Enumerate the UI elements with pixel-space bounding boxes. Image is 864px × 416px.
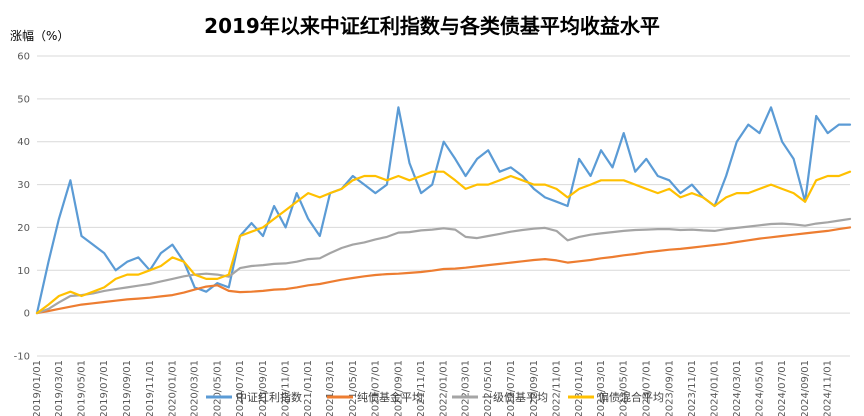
- y-tick-label: 60: [17, 52, 30, 63]
- y-tick-label: -10: [14, 352, 30, 363]
- series-line: [35, 170, 852, 315]
- x-tick-label: 2024/01/01: [710, 360, 721, 416]
- x-tick-label: 2019/01/01: [32, 360, 43, 416]
- x-tick-label: 2020/05/01: [212, 360, 223, 416]
- x-tick-label: 2021/03/01: [325, 360, 336, 416]
- x-tick-label: 2022/11/01: [551, 360, 562, 416]
- legend-label: 一级债基平均: [482, 390, 548, 404]
- x-tick-label: 2022/09/01: [529, 360, 540, 416]
- x-tick-label: 2019/09/01: [122, 360, 133, 416]
- legend-label: 纯债基金平均: [357, 390, 423, 404]
- y-tick-label: 50: [17, 94, 30, 105]
- x-tick-label: 2020/11/01: [281, 360, 292, 416]
- x-tick-label: 2024/03/01: [732, 360, 743, 416]
- chart-title: 2019年以来中证红利指数与各类债基平均收益水平: [204, 14, 660, 38]
- legend-label: 偏债混合平均: [598, 390, 664, 404]
- y-tick-label: 30: [17, 180, 30, 191]
- x-tick-label: 2019/11/01: [145, 360, 156, 416]
- series-line: [35, 226, 852, 315]
- x-tick-label: 2024/05/01: [754, 360, 765, 416]
- y-tick-label: 0: [24, 309, 30, 320]
- x-tick-label: 2019/03/01: [54, 360, 65, 416]
- x-tick-label: 2024/07/01: [777, 360, 788, 416]
- y-tick-label: 40: [17, 137, 30, 148]
- x-tick-label: 2022/07/01: [506, 360, 517, 416]
- x-tick-label: 2020/01/01: [167, 360, 178, 416]
- y-axis-label: 涨幅（%）: [10, 28, 69, 43]
- x-tick-label: 2024/09/01: [800, 360, 811, 416]
- series-lines: [35, 106, 852, 315]
- x-tick-label: 2021/01/01: [303, 360, 314, 416]
- grid-lines: [37, 55, 850, 357]
- x-tick-label: 2021/05/01: [348, 360, 359, 416]
- x-tick-label: 2020/09/01: [258, 360, 269, 416]
- legend-label: 中证红利指数: [236, 390, 302, 404]
- x-tick-label: 2020/03/01: [190, 360, 201, 416]
- legend: 中证红利指数 纯债基金平均 一级债基平均 偏债混合平均: [206, 390, 664, 404]
- x-tick-label: 2023/05/01: [619, 360, 630, 416]
- x-tick-label: 2019/07/01: [99, 360, 110, 416]
- x-tick-label: 2022/05/01: [483, 360, 494, 416]
- x-tick-label: 2021/11/01: [416, 360, 427, 416]
- x-tick-label: 2021/09/01: [393, 360, 404, 416]
- x-tick-label: 2023/09/01: [664, 360, 675, 416]
- x-tick-label: 2020/07/01: [235, 360, 246, 416]
- x-tick-label: 2021/07/01: [370, 360, 381, 416]
- y-tick-label: 10: [17, 266, 30, 277]
- y-tick-label: 20: [17, 223, 30, 234]
- x-tick-label: 2022/03/01: [461, 360, 472, 416]
- x-tick-label: 2023/07/01: [641, 360, 652, 416]
- x-tick-label: 2022/01/01: [439, 360, 450, 416]
- x-tick-label: 2023/03/01: [596, 360, 607, 416]
- y-axis-ticks: -10 0 10 20 30 40 50 60: [14, 52, 30, 363]
- series-line: [35, 217, 852, 315]
- x-tick-label: 2023/11/01: [687, 360, 698, 416]
- x-axis-ticks: 2019/01/01 2019/03/01 2019/05/01 2019/07/01…: [32, 360, 834, 416]
- x-tick-label: 2019/05/01: [77, 360, 88, 416]
- x-tick-label: 2024/11/01: [823, 360, 834, 416]
- x-tick-label: 2023/01/01: [574, 360, 585, 416]
